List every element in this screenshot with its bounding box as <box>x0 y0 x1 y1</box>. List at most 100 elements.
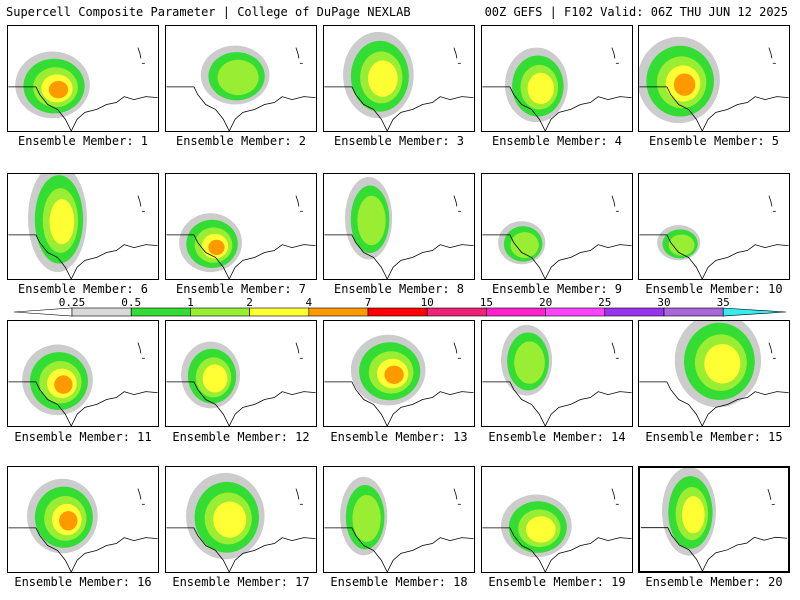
member-panel-9[interactable] <box>481 173 633 280</box>
colorbar-segment <box>486 307 546 317</box>
gulf-coastline <box>386 244 474 279</box>
member-panel-4[interactable] <box>481 25 633 132</box>
gulf-coastline <box>228 244 316 279</box>
international-border <box>482 86 546 131</box>
international-border <box>324 527 388 572</box>
member-label: Ensemble Member: 10 <box>645 282 783 296</box>
member-label: Ensemble Member: 15 <box>645 430 783 444</box>
scp-contour-level-4 <box>48 80 69 99</box>
member-label: Ensemble Member: 11 <box>14 430 152 444</box>
member-label: Ensemble Member: 2 <box>175 134 307 148</box>
member-panel-3[interactable] <box>323 25 475 132</box>
member-panel-17[interactable] <box>165 466 317 573</box>
lake-outline <box>768 195 773 207</box>
colorbar-tick-label: 2 <box>246 297 253 309</box>
member-panel-1[interactable] <box>7 25 159 132</box>
colorbar-tick-label: 10 <box>421 297 434 309</box>
member-panel-6[interactable] <box>7 173 159 280</box>
chart-title: Supercell Composite Parameter | College … <box>6 5 411 19</box>
member-panel-10[interactable] <box>638 173 790 280</box>
gulf-coastline <box>701 391 789 426</box>
scp-field-map <box>640 468 788 571</box>
colorbar-segment <box>604 307 665 317</box>
member-panel-12[interactable] <box>165 320 317 427</box>
scp-contour-level-4 <box>384 365 404 384</box>
gulf-coastline <box>386 96 474 131</box>
scp-contour-level-3 <box>213 501 247 538</box>
lake-outline <box>295 342 300 354</box>
member-panel-8[interactable] <box>323 173 475 280</box>
scp-contour-level-4 <box>54 375 73 394</box>
colorbar-segment <box>130 307 191 317</box>
lake-outline <box>137 195 142 207</box>
colorbar-segment <box>249 307 310 317</box>
member-label: Ensemble Member: 5 <box>648 134 780 148</box>
gulf-coastline <box>701 244 789 279</box>
member-panel-18[interactable] <box>323 466 475 573</box>
lake-outline <box>137 488 142 500</box>
member-label: Ensemble Member: 9 <box>491 282 623 296</box>
lake-outline <box>768 342 773 354</box>
scp-contour-level-2 <box>668 234 695 256</box>
member-label: Ensemble Member: 16 <box>14 575 152 589</box>
scp-field-map <box>166 472 316 572</box>
scp-field-map <box>8 47 158 131</box>
member-panel-11[interactable] <box>7 320 159 427</box>
lake-outline <box>611 488 616 500</box>
member-panel-19[interactable] <box>481 466 633 573</box>
member-label: Ensemble Member: 12 <box>172 430 310 444</box>
scp-contour-level-3 <box>681 496 705 534</box>
scp-contour-level-3 <box>704 344 741 384</box>
scp-field-map <box>639 195 789 279</box>
colorbar-tick-label: 30 <box>657 297 670 309</box>
member-panel-5[interactable] <box>638 25 790 132</box>
member-label: Ensemble Member: 1 <box>17 134 149 148</box>
scp-field-map <box>324 176 474 279</box>
colorbar-segment <box>308 307 369 317</box>
scp-contour-level-4 <box>673 73 696 96</box>
scp-contour-level-3 <box>527 72 554 105</box>
lake-outline <box>137 342 142 354</box>
scp-field-map <box>324 31 474 131</box>
member-panel-7[interactable] <box>165 173 317 280</box>
gulf-coastline <box>228 391 316 426</box>
member-label: Ensemble Member: 4 <box>491 134 623 148</box>
colorbar-tick-label: 20 <box>539 297 552 309</box>
colorbar-segment <box>663 307 724 317</box>
colorbar-tick-label: 0.5 <box>121 297 141 309</box>
lake-outline <box>453 195 458 207</box>
member-panel-20[interactable] <box>638 466 790 573</box>
lake-outline <box>453 488 458 500</box>
member-panel-15[interactable] <box>638 320 790 427</box>
international-border <box>639 86 703 131</box>
scp-contour-level-3 <box>525 516 556 543</box>
member-panel-13[interactable] <box>323 320 475 427</box>
gulf-coastline <box>702 536 788 571</box>
colorbar-tick-label: 35 <box>717 297 730 309</box>
lake-outline <box>611 195 616 207</box>
scp-contour-level-4 <box>59 511 78 531</box>
scp-contour-level-2 <box>514 341 545 384</box>
international-border <box>324 381 388 426</box>
member-panel-2[interactable] <box>165 25 317 132</box>
scp-field-map <box>8 478 158 572</box>
gulf-coastline <box>70 96 158 131</box>
member-panel-16[interactable] <box>7 466 159 573</box>
scp-contour-level-2 <box>510 232 539 258</box>
colorbar-tick-label: 25 <box>598 297 611 309</box>
international-border <box>482 527 546 572</box>
international-border <box>8 381 72 426</box>
scp-field-map <box>8 342 158 426</box>
gulf-coastline <box>70 537 158 572</box>
member-panel-14[interactable] <box>481 320 633 427</box>
colorbar-tick-label: 15 <box>480 297 493 309</box>
scp-contour-level-3 <box>49 199 75 245</box>
lake-outline <box>453 47 458 59</box>
member-label: Ensemble Member: 17 <box>172 575 310 589</box>
scp-field-map <box>482 324 632 426</box>
gulf-coastline <box>228 96 316 131</box>
member-label: Ensemble Member: 7 <box>175 282 307 296</box>
international-border <box>639 381 703 426</box>
lake-outline <box>768 47 773 59</box>
scp-contour-level-2 <box>217 59 259 96</box>
